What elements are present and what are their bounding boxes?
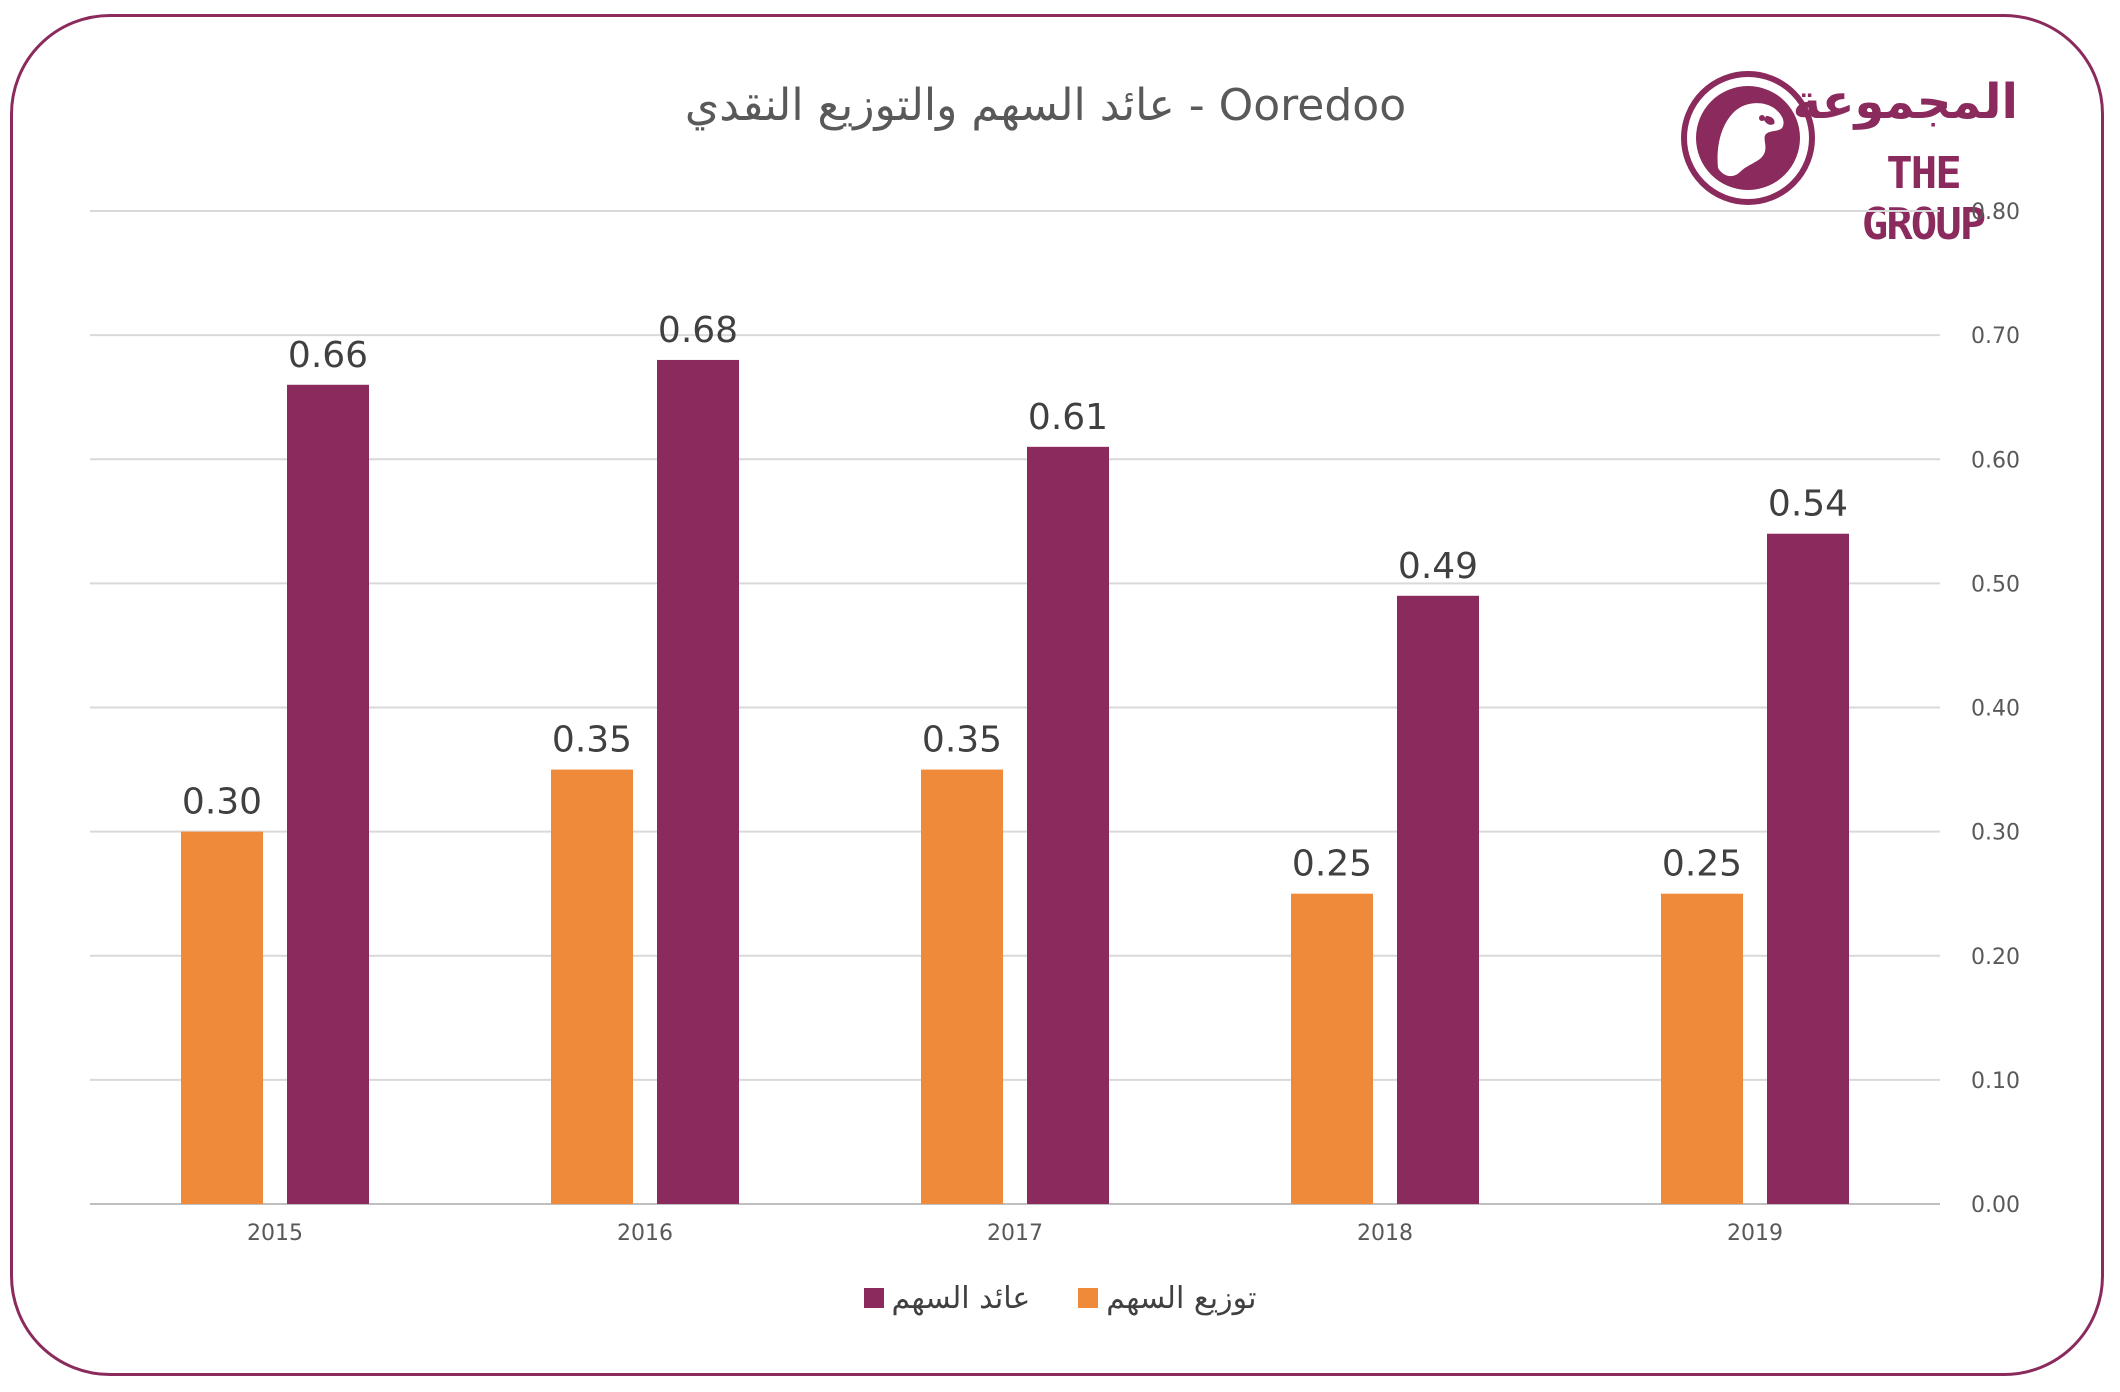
bar-dividend	[921, 769, 1003, 1204]
bar-dividend	[1291, 893, 1373, 1204]
legend-item-dividend: توزيع السهم	[1078, 1281, 1256, 1316]
legend-label-dividend: توزيع السهم	[1106, 1280, 1257, 1316]
legend-label-eps: عائد السهم	[891, 1280, 1031, 1316]
x-axis-tick-labels: 2015 2016 2017 2018 2019	[247, 1221, 1783, 1246]
legend-swatch-eps	[863, 1288, 884, 1308]
legend-item-eps: عائد السهم	[863, 1280, 1031, 1316]
data-label: 0.66	[288, 335, 368, 376]
chart-title: عائد السهم والتوزيع النقدي - Ooredoo	[684, 80, 1407, 131]
data-label: 0.30	[182, 782, 262, 823]
data-label: 0.35	[922, 720, 1002, 761]
bar-eps	[287, 384, 369, 1204]
data-label: 0.35	[552, 720, 632, 761]
data-label: 0.25	[1662, 844, 1742, 885]
x-tick-label: 2016	[617, 1221, 673, 1246]
y-tick-label: 0.80	[1971, 200, 2020, 225]
bar-dividend	[551, 769, 633, 1204]
bar-eps	[1397, 595, 1479, 1204]
bar-dividend	[181, 831, 263, 1204]
logo-english-text: THE GROUP	[1861, 148, 1986, 250]
data-label: 0.25	[1292, 844, 1372, 885]
y-tick-label: 0.40	[1971, 697, 2020, 722]
y-tick-label: 0.20	[1971, 945, 2020, 970]
y-tick-label: 0.50	[1971, 572, 2020, 597]
y-tick-label: 0.00	[1971, 1193, 2020, 1218]
x-tick-label: 2017	[987, 1221, 1043, 1246]
data-label: 0.61	[1028, 397, 1108, 438]
bar-dividend	[1661, 893, 1743, 1204]
company-logo: المجموعة THE GROUP	[1678, 68, 2018, 250]
chart-legend: توزيع السهم عائد السهم	[0, 1278, 2120, 1318]
y-tick-label: 0.30	[1971, 821, 2020, 846]
data-labels: 0.30 0.66 0.35 0.68 0.35 0.61 0.25 0.49 0.25 0.54	[182, 310, 1848, 885]
y-tick-label: 0.70	[1971, 324, 2020, 349]
logo-arabic-text: المجموعة	[1792, 74, 2018, 130]
legend-swatch-dividend	[1078, 1288, 1099, 1308]
y-axis-tick-labels: 0.00 0.10 0.20 0.30 0.40 0.50 0.60 0.70 0.80	[1971, 200, 2020, 1218]
data-label: 0.54	[1768, 484, 1848, 525]
gridlines	[90, 210, 1940, 1205]
x-tick-label: 2015	[247, 1221, 303, 1246]
falcon-emblem-icon	[1681, 71, 1815, 205]
bars	[181, 359, 1849, 1204]
y-tick-label: 0.60	[1971, 448, 2020, 473]
data-label: 0.49	[1398, 546, 1478, 587]
data-label: 0.68	[658, 310, 738, 351]
x-tick-label: 2018	[1357, 1221, 1413, 1246]
bar-eps	[1767, 533, 1849, 1204]
y-tick-label: 0.10	[1971, 1069, 2020, 1094]
bar-eps	[1027, 446, 1109, 1204]
x-tick-label: 2019	[1727, 1221, 1783, 1246]
bar-eps	[657, 359, 739, 1204]
